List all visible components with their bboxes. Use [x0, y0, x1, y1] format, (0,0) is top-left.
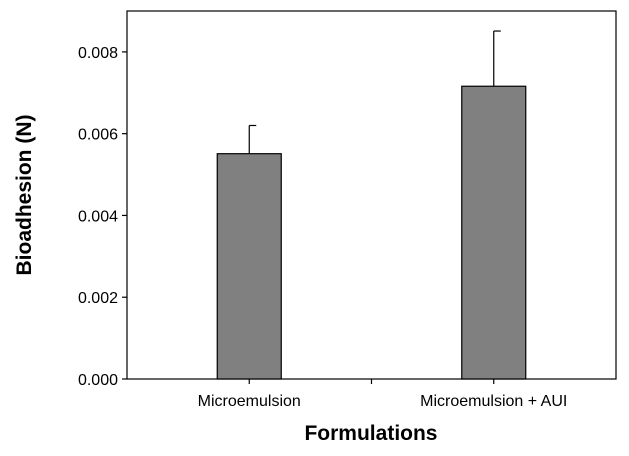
plot-area: [126, 10, 617, 380]
y-tick-label: 0.006: [78, 127, 118, 144]
x-axis-title: Formulations: [304, 422, 437, 445]
y-axis-title: Bioadhesion (N): [13, 115, 36, 276]
x-tick-label: Microemulsion + AUI: [420, 393, 567, 410]
bars-layer: [216, 30, 527, 380]
y-tick-label: 0.004: [78, 208, 118, 225]
x-axis: Microemulsion Microemulsion + AUI: [198, 379, 567, 410]
y-tick-label: 0.002: [78, 290, 118, 307]
y-tick-label: 0.008: [78, 45, 118, 62]
bar: [216, 153, 282, 380]
y-tick-label: 0.000: [78, 372, 118, 389]
bar: [461, 85, 527, 380]
x-tick-label: Microemulsion: [198, 393, 301, 410]
y-axis: 0.000 0.002 0.004 0.006 0.008: [78, 45, 127, 389]
